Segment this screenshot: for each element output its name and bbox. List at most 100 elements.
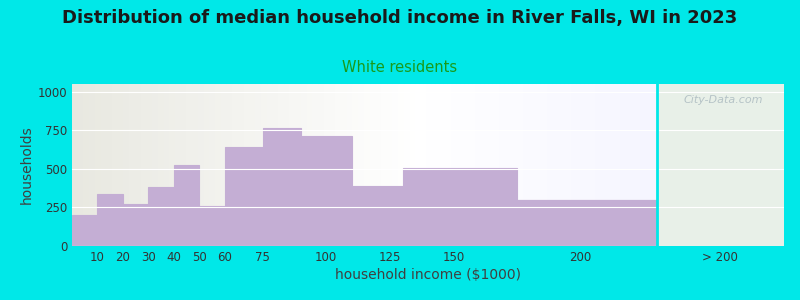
Bar (358, 84, 364, 246)
Bar (508, 84, 512, 246)
Bar (472, 84, 476, 246)
Bar (364, 84, 370, 246)
Bar (352, 84, 358, 246)
Bar (589, 84, 593, 246)
Bar (148, 187, 174, 246)
Bar (199, 206, 225, 246)
Bar (225, 147, 262, 246)
Bar (398, 84, 404, 246)
Bar (101, 84, 106, 246)
Bar (198, 84, 203, 246)
Bar (262, 128, 301, 246)
Bar (645, 84, 649, 246)
Bar (221, 84, 226, 246)
Bar (306, 84, 312, 246)
Bar (427, 84, 431, 246)
Bar (123, 204, 148, 246)
Bar (556, 84, 560, 246)
Bar (123, 84, 130, 246)
Bar (141, 84, 146, 246)
Bar (601, 84, 605, 246)
Bar (95, 84, 101, 246)
Text: White residents: White residents (342, 60, 458, 75)
Bar (544, 84, 548, 246)
Bar (564, 84, 568, 246)
Bar (419, 84, 423, 246)
Bar (181, 84, 186, 246)
Bar (484, 84, 488, 246)
Bar (488, 84, 492, 246)
Bar (641, 84, 645, 246)
Bar (548, 84, 552, 246)
Bar (341, 84, 346, 246)
Bar (266, 84, 272, 246)
Bar (250, 84, 255, 246)
Bar (410, 84, 415, 246)
Bar (597, 84, 601, 246)
X-axis label: household income ($1000): household income ($1000) (335, 268, 521, 282)
Bar (584, 84, 589, 246)
Bar (613, 84, 617, 246)
Bar (492, 84, 496, 246)
Bar (459, 84, 464, 246)
Bar (520, 84, 524, 246)
Bar (118, 84, 123, 246)
Bar (431, 84, 435, 246)
Bar (98, 194, 123, 246)
Bar (226, 84, 232, 246)
Bar (135, 84, 141, 246)
Bar (653, 84, 657, 246)
Bar (301, 84, 306, 246)
Bar (468, 84, 472, 246)
Bar (504, 84, 508, 246)
Bar (301, 136, 352, 246)
Bar (649, 84, 653, 246)
Bar (255, 84, 261, 246)
Bar (633, 84, 637, 246)
Bar (621, 84, 625, 246)
Bar (312, 84, 318, 246)
Bar (560, 84, 564, 246)
Bar (72, 84, 78, 246)
Bar (215, 84, 221, 246)
Bar (232, 84, 238, 246)
Bar (500, 84, 504, 246)
Bar (536, 84, 540, 246)
Bar (146, 84, 152, 246)
Bar (152, 84, 158, 246)
Bar (609, 84, 613, 246)
Bar (580, 84, 584, 246)
Bar (576, 84, 580, 246)
Bar (593, 84, 597, 246)
Bar (78, 84, 83, 246)
Bar (439, 84, 443, 246)
Bar (516, 84, 520, 246)
Bar (512, 84, 516, 246)
Bar (455, 84, 459, 246)
Bar (528, 84, 532, 246)
Bar (210, 84, 215, 246)
Bar (272, 84, 278, 246)
Bar (244, 84, 250, 246)
Bar (163, 84, 170, 246)
Bar (524, 84, 528, 246)
Bar (657, 84, 784, 246)
Bar (572, 84, 576, 246)
Text: City-Data.com: City-Data.com (683, 95, 762, 105)
Bar (443, 84, 447, 246)
Bar (284, 84, 290, 246)
Bar (568, 84, 572, 246)
Bar (290, 84, 295, 246)
Y-axis label: households: households (19, 126, 34, 204)
Bar (496, 84, 500, 246)
Bar (174, 165, 199, 246)
Bar (625, 84, 629, 246)
Bar (629, 84, 633, 246)
Bar (375, 84, 381, 246)
Bar (404, 84, 410, 246)
Bar (112, 84, 118, 246)
Bar (402, 168, 517, 246)
Bar (480, 84, 484, 246)
Bar (423, 84, 427, 246)
Bar (175, 84, 181, 246)
